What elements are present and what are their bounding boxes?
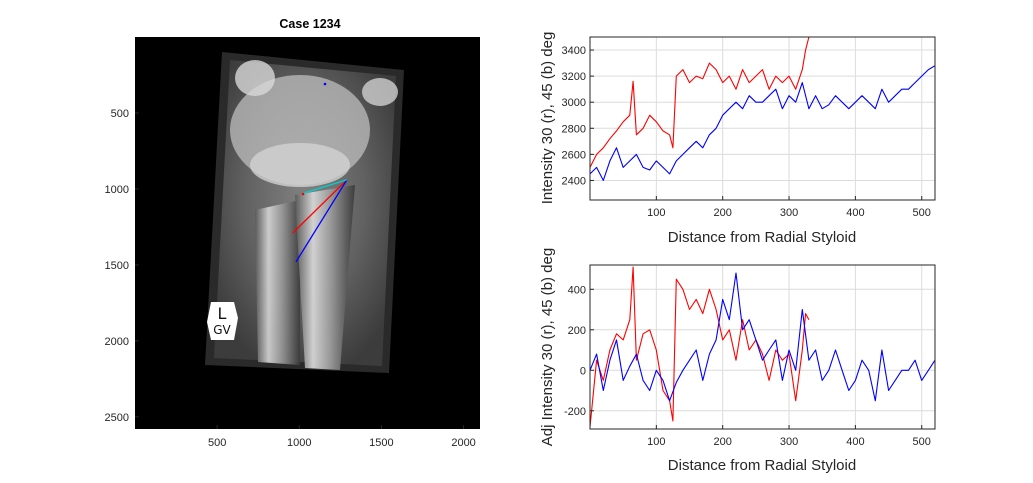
adj-grid — [590, 265, 935, 429]
xtick-label: 500 — [913, 436, 931, 448]
xtick-label: 200 — [714, 207, 732, 219]
ytick-label: 200 — [568, 325, 586, 337]
xray-ticks: 500 1000 1500 2000 500 1000 1500 2000 2500 — [105, 108, 476, 449]
xray-ytick-label: 500 — [111, 108, 129, 120]
adj-ylabel: Adj Intensity 30 (r), 45 (b) deg — [539, 248, 556, 446]
xray-panel: Case 1234 L GV — [105, 17, 480, 449]
adj-xlabel: Distance from Radial Styloid — [668, 457, 856, 474]
xtick-label: 400 — [846, 207, 864, 219]
series-line-1 — [589, 65, 936, 181]
proximal-carpals — [250, 143, 350, 187]
ytick-label: 400 — [568, 284, 586, 296]
landmark-dot-blue — [323, 82, 327, 86]
xtick-label: 300 — [780, 436, 798, 448]
overlay-line — [302, 179, 348, 195]
xray-ytick-label: 2500 — [105, 412, 129, 424]
xray-xtick-label: 1000 — [287, 437, 311, 449]
ulna — [255, 200, 300, 365]
intensity-plot: 100 200 300 400 500240026002800300032003400 … — [539, 32, 936, 246]
xtick-label: 200 — [714, 436, 732, 448]
xtick-label: 400 — [846, 436, 864, 448]
ytick-label: -200 — [564, 406, 586, 418]
ytick-label: 2600 — [562, 149, 586, 161]
xtick-label: 100 — [647, 436, 665, 448]
ytick-label: 3000 — [562, 97, 586, 109]
ytick-label: 3200 — [562, 71, 586, 83]
xray-xtick-label: 500 — [208, 437, 226, 449]
side-marker — [207, 302, 238, 340]
ytick-label: 0 — [580, 365, 586, 377]
overlay-lines — [292, 179, 348, 263]
thumb-bone — [362, 78, 398, 106]
xray-ytick-label: 1000 — [105, 184, 129, 196]
xray-xtick-label: 1500 — [369, 437, 393, 449]
landmark-dot-red — [301, 192, 305, 196]
metacarpal-head — [235, 60, 275, 96]
series-line-0 — [589, 266, 810, 428]
overlay-line — [295, 179, 348, 263]
series-line-0 — [589, 36, 810, 168]
ytick-label: 3400 — [562, 45, 586, 57]
intensity-xlabel: Distance from Radial Styloid — [668, 229, 856, 246]
adj-plot-frame — [589, 264, 936, 430]
adj-ticks: 100 200 300 400 500 -200 0 200 400 — [564, 284, 931, 448]
overlay-line — [292, 179, 348, 234]
marker-letter: L — [218, 304, 227, 323]
xtick-label: 300 — [780, 207, 798, 219]
marker-initials: GV — [213, 323, 231, 337]
adj-intensity-plot: 100 200 300 400 500 -200 0 200 400 Distance from… — [539, 248, 936, 474]
intensity-plot-frame — [589, 36, 936, 201]
xray-ytick-label: 2000 — [105, 336, 129, 348]
intensity-ticks: 100 200 300 400 500 2400 2600 2800 3000 3200 3400 — [562, 45, 931, 219]
xray-title: Case 1234 — [279, 17, 340, 31]
xtick-label: 500 — [913, 207, 931, 219]
intensity-ylabel: Intensity 30 (r), 45 (b) deg — [539, 32, 556, 205]
radius — [295, 185, 355, 370]
ytick-label: 2400 — [562, 175, 586, 187]
ytick-label: 2800 — [562, 123, 586, 135]
xray-xtick-label: 2000 — [451, 437, 475, 449]
series-line-1 — [589, 272, 936, 402]
intensity-plot-area — [590, 37, 935, 200]
xray-ytick-label: 1500 — [105, 260, 129, 272]
xtick-label: 100 — [647, 207, 665, 219]
adj-plot-area — [590, 265, 935, 429]
adj-series — [589, 266, 936, 428]
intensity-series — [589, 36, 936, 181]
